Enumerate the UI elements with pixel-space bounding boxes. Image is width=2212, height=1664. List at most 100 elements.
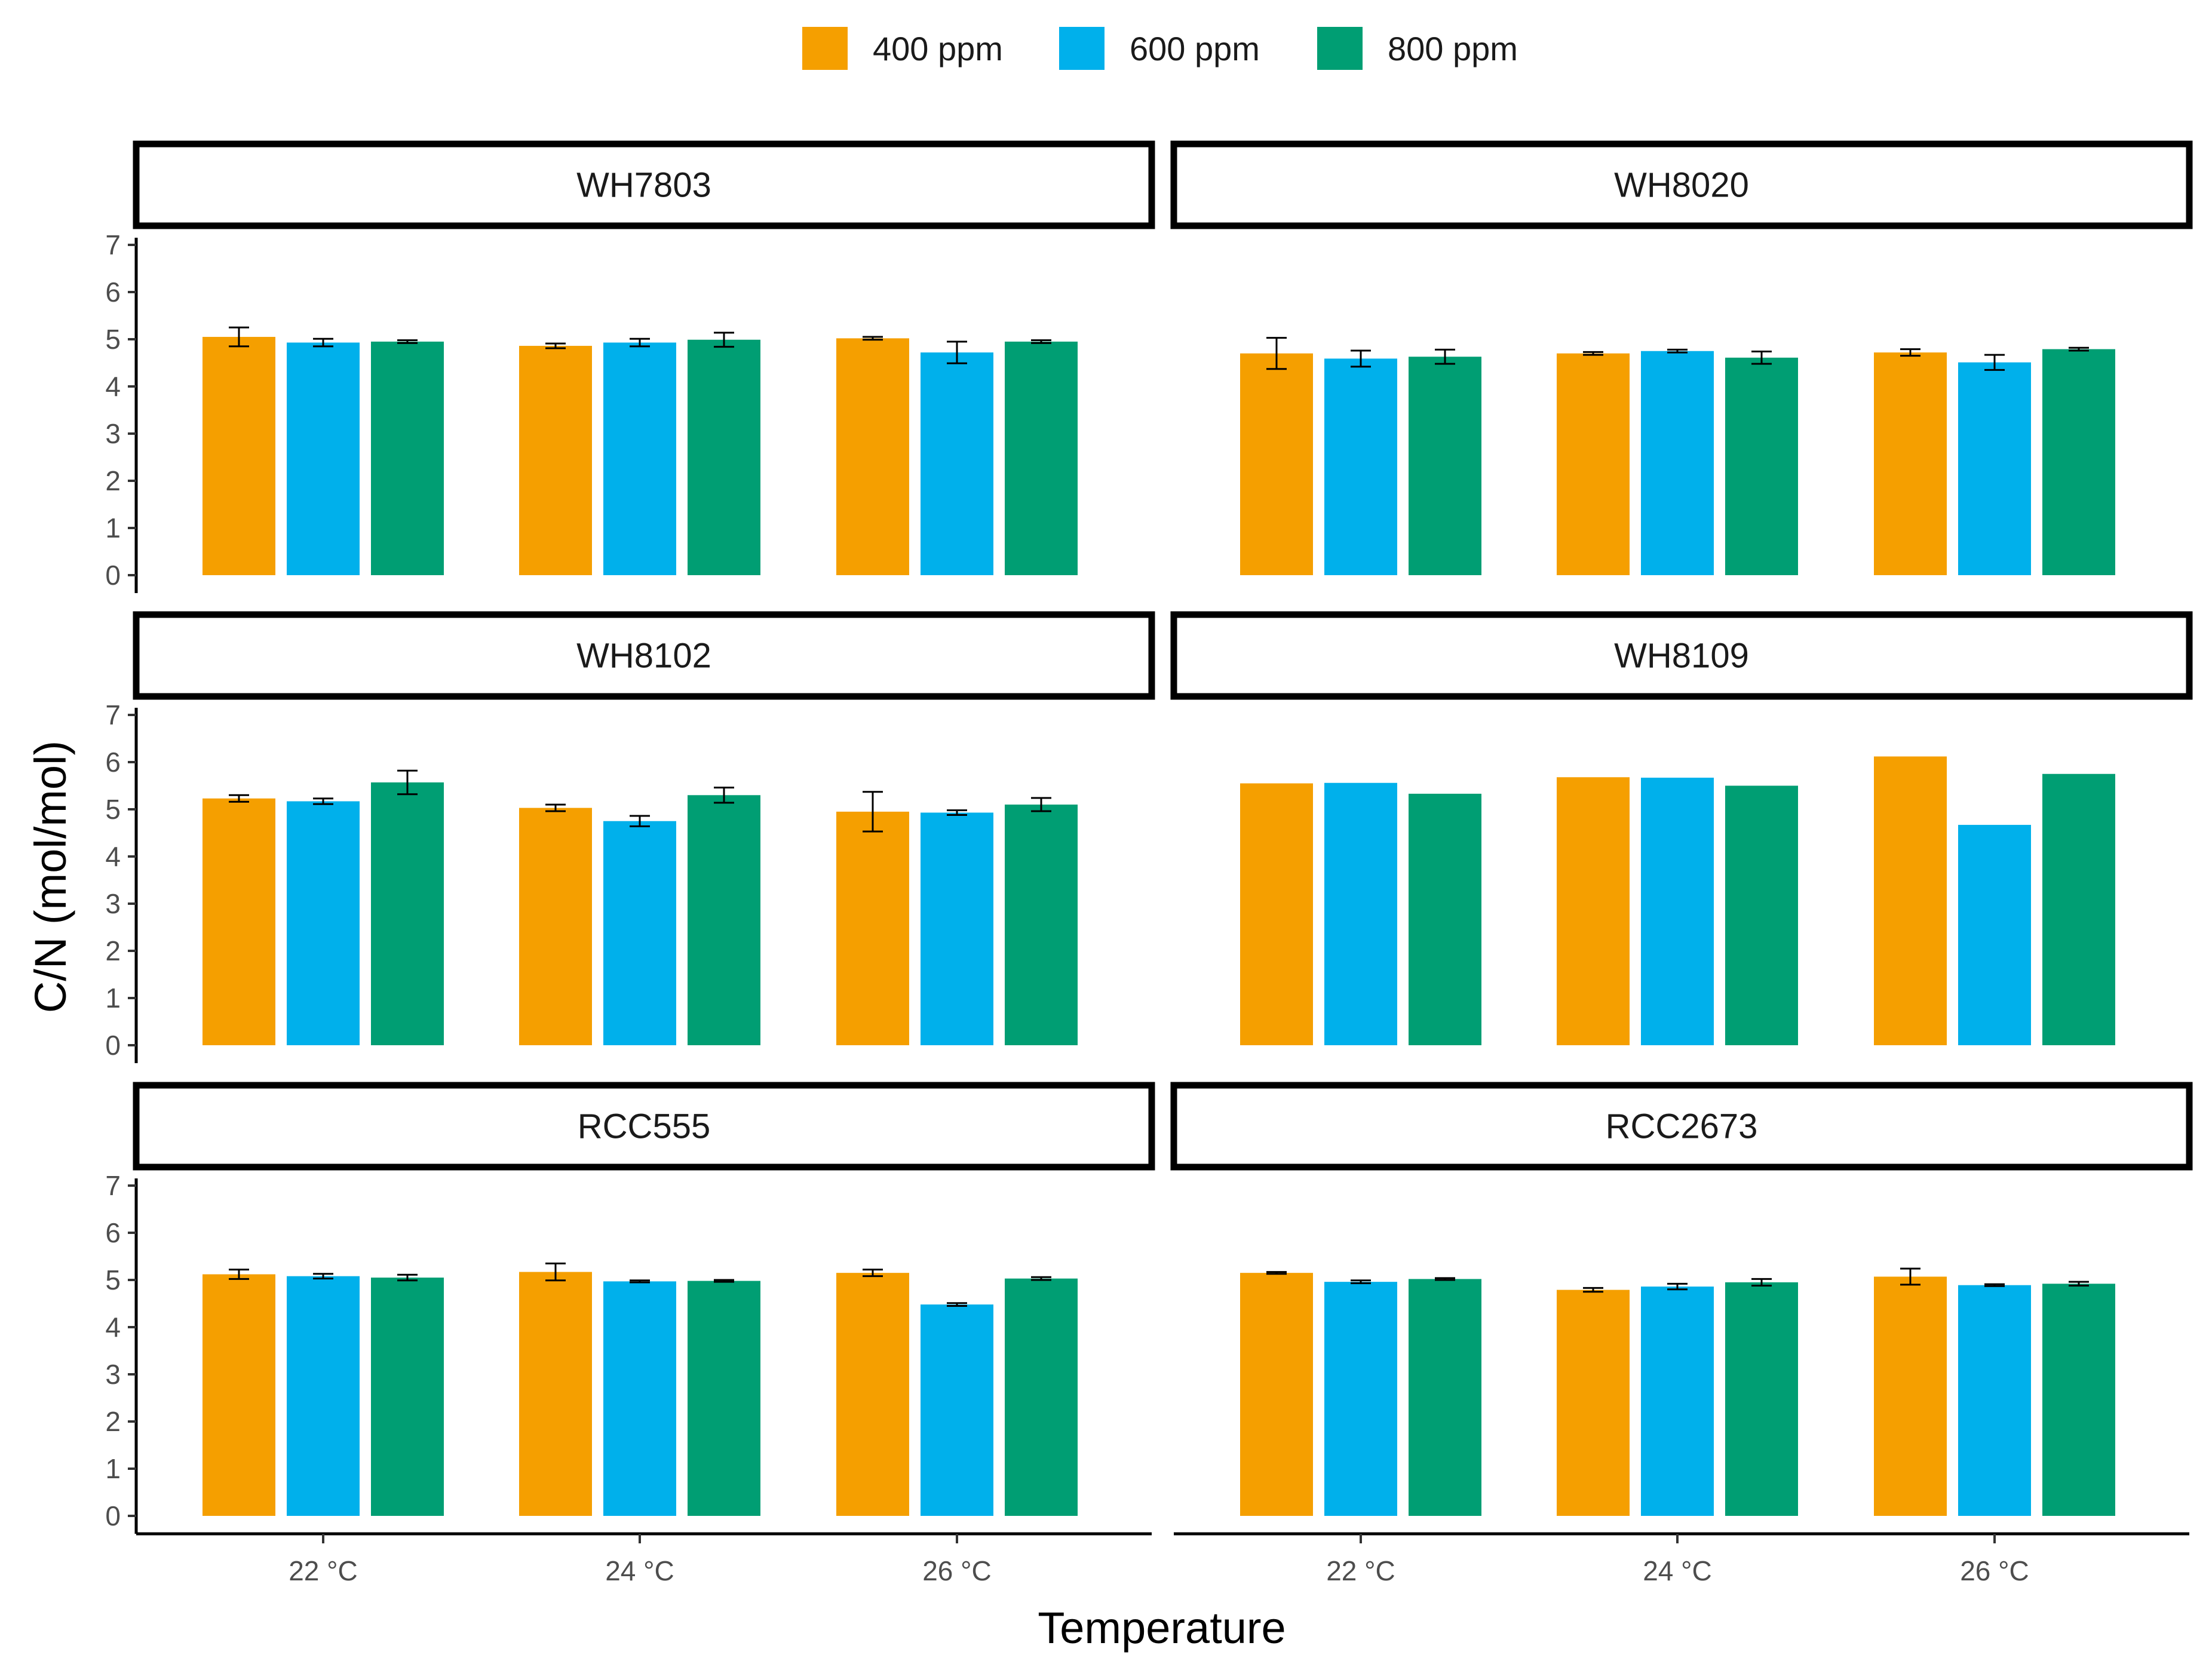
bar-wh7803-22-c-800-ppm — [371, 341, 444, 575]
bar-wh8109-24-c-800-ppm — [1725, 785, 1798, 1045]
bar-wh8109-24-c-400-ppm — [1557, 777, 1630, 1045]
bar-wh7803-26-c-400-ppm — [836, 338, 909, 575]
bar-wh8102-26-c-600-ppm — [921, 812, 993, 1045]
bar-wh8102-22-c-400-ppm — [203, 798, 275, 1045]
bar-rcc2673-26-c-400-ppm — [1874, 1276, 1947, 1516]
bar-rcc2673-26-c-800-ppm — [2042, 1284, 2115, 1516]
bar-wh7803-26-c-800-ppm — [1005, 341, 1078, 575]
y-tick-label: 1 — [105, 512, 121, 544]
y-tick-label: 2 — [105, 465, 121, 496]
bar-wh8020-22-c-400-ppm — [1240, 353, 1313, 575]
facet-strip-label: RCC2673 — [1606, 1107, 1758, 1146]
bar-wh8020-24-c-400-ppm — [1557, 353, 1630, 575]
y-tick-label: 4 — [105, 371, 121, 402]
bar-rcc2673-26-c-600-ppm — [1958, 1285, 2031, 1516]
y-tick-label: 7 — [105, 699, 121, 730]
facet-strip — [1170, 140, 2193, 229]
y-tick-label: 6 — [105, 747, 121, 778]
bar-wh7803-22-c-400-ppm — [203, 337, 275, 575]
facet-grid: WH7803 0 1 2 3 4 5 6 7 WH8020 WH8102 0 1 2 3 4 5 6 7 WH8109… — [105, 140, 2193, 1534]
facet-strip-label: WH7803 — [576, 166, 711, 205]
facet-wh8109: WH8109 — [1170, 611, 2193, 1045]
y-tick-label: 1 — [105, 1453, 121, 1484]
legend-key-600-ppm — [1059, 27, 1105, 70]
facet-strip-label: RCC555 — [578, 1107, 710, 1146]
facet-wh8102: WH8102 0 1 2 3 4 5 6 7 — [105, 611, 1155, 1063]
bar-rcc2673-22-c-400-ppm — [1240, 1273, 1313, 1516]
x-tick-label-22-c: 22 °C — [1326, 1555, 1395, 1586]
y-tick-label: 3 — [105, 418, 121, 449]
y-axis-title: C/N (mol/mol) — [26, 741, 75, 1013]
y-tick-label: 1 — [105, 983, 121, 1014]
bar-wh8109-26-c-400-ppm — [1874, 756, 1947, 1045]
bar-rcc2673-22-c-800-ppm — [1409, 1279, 1481, 1516]
bar-wh7803-26-c-600-ppm — [921, 352, 993, 575]
y-tick-label: 2 — [105, 1406, 121, 1437]
facet-strip — [1170, 611, 2193, 700]
bar-wh8020-24-c-600-ppm — [1641, 351, 1714, 575]
legend: 400 ppm 600 ppm 800 ppm — [802, 27, 1518, 70]
bar-rcc555-24-c-400-ppm — [519, 1272, 592, 1516]
bar-rcc555-26-c-400-ppm — [836, 1273, 909, 1516]
bar-rcc555-22-c-800-ppm — [371, 1278, 444, 1516]
x-tick-label-26-c: 26 °C — [1960, 1555, 2029, 1586]
bar-rcc2673-24-c-600-ppm — [1641, 1287, 1714, 1516]
bar-wh8020-26-c-800-ppm — [2042, 349, 2115, 575]
bar-wh7803-22-c-600-ppm — [287, 342, 360, 575]
bar-wh8102-24-c-800-ppm — [688, 795, 760, 1045]
bar-wh8020-22-c-600-ppm — [1324, 358, 1397, 575]
facet-strip — [133, 611, 1155, 700]
y-tick-label: 5 — [105, 794, 121, 825]
x-tick-label-22-c: 22 °C — [289, 1555, 358, 1586]
facet-strip-label: WH8020 — [1614, 166, 1749, 205]
bar-wh8102-26-c-400-ppm — [836, 811, 909, 1045]
y-tick-label: 0 — [105, 560, 121, 591]
bar-rcc555-26-c-800-ppm — [1005, 1278, 1078, 1516]
y-tick-label: 6 — [105, 1217, 121, 1248]
bar-wh8102-22-c-600-ppm — [287, 801, 360, 1045]
y-tick-label: 3 — [105, 888, 121, 919]
bar-wh8109-22-c-600-ppm — [1324, 782, 1397, 1045]
y-tick-label: 3 — [105, 1359, 121, 1390]
y-tick-label: 4 — [105, 1312, 121, 1343]
bar-wh8020-26-c-400-ppm — [1874, 352, 1947, 575]
facet-wh8020: WH8020 — [1170, 140, 2193, 575]
bar-rcc555-22-c-400-ppm — [203, 1274, 275, 1516]
y-tick-label: 5 — [105, 324, 121, 355]
facet-strip-label: WH8102 — [576, 637, 711, 676]
bar-rcc555-26-c-600-ppm — [921, 1304, 993, 1516]
y-tick-label: 5 — [105, 1264, 121, 1295]
y-tick-label: 0 — [105, 1030, 121, 1061]
bar-wh8102-24-c-400-ppm — [519, 808, 592, 1045]
facet-strip — [133, 1082, 1155, 1171]
bar-wh7803-24-c-800-ppm — [688, 339, 760, 575]
legend-key-800-ppm — [1317, 27, 1363, 70]
bar-rcc2673-24-c-400-ppm — [1557, 1290, 1630, 1516]
bar-rcc555-24-c-800-ppm — [688, 1281, 760, 1516]
bar-rcc555-24-c-600-ppm — [603, 1281, 676, 1516]
bar-wh8102-24-c-600-ppm — [603, 821, 676, 1045]
bar-wh8109-26-c-600-ppm — [1958, 825, 2031, 1045]
legend-label-800-ppm: 800 ppm — [1388, 30, 1518, 67]
bar-rcc2673-24-c-800-ppm — [1725, 1282, 1798, 1516]
facet-wh7803: WH7803 0 1 2 3 4 5 6 7 — [105, 140, 1155, 593]
bar-rcc555-22-c-600-ppm — [287, 1276, 360, 1516]
legend-key-400-ppm — [802, 27, 848, 70]
x-axes: 22 °C 24 °C 26 °C 22 °C 24 °C 26 °C — [136, 1532, 2189, 1586]
bar-wh8020-26-c-600-ppm — [1958, 362, 2031, 575]
facet-strip-label: WH8109 — [1614, 637, 1749, 676]
bar-wh8109-22-c-400-ppm — [1240, 783, 1313, 1045]
y-tick-label: 7 — [105, 229, 121, 260]
bar-wh8109-22-c-800-ppm — [1409, 793, 1481, 1045]
bar-wh8102-26-c-800-ppm — [1005, 805, 1078, 1045]
facet-rcc555: RCC555 0 1 2 3 4 5 6 7 — [105, 1082, 1155, 1534]
x-tick-label-26-c: 26 °C — [922, 1555, 992, 1586]
legend-label-400-ppm: 400 ppm — [873, 30, 1003, 67]
bar-wh8102-22-c-800-ppm — [371, 782, 444, 1045]
bar-rcc2673-22-c-600-ppm — [1324, 1282, 1397, 1516]
bar-wh8020-24-c-800-ppm — [1725, 357, 1798, 575]
x-tick-label-24-c: 24 °C — [605, 1555, 674, 1586]
facet-strip — [133, 140, 1155, 229]
